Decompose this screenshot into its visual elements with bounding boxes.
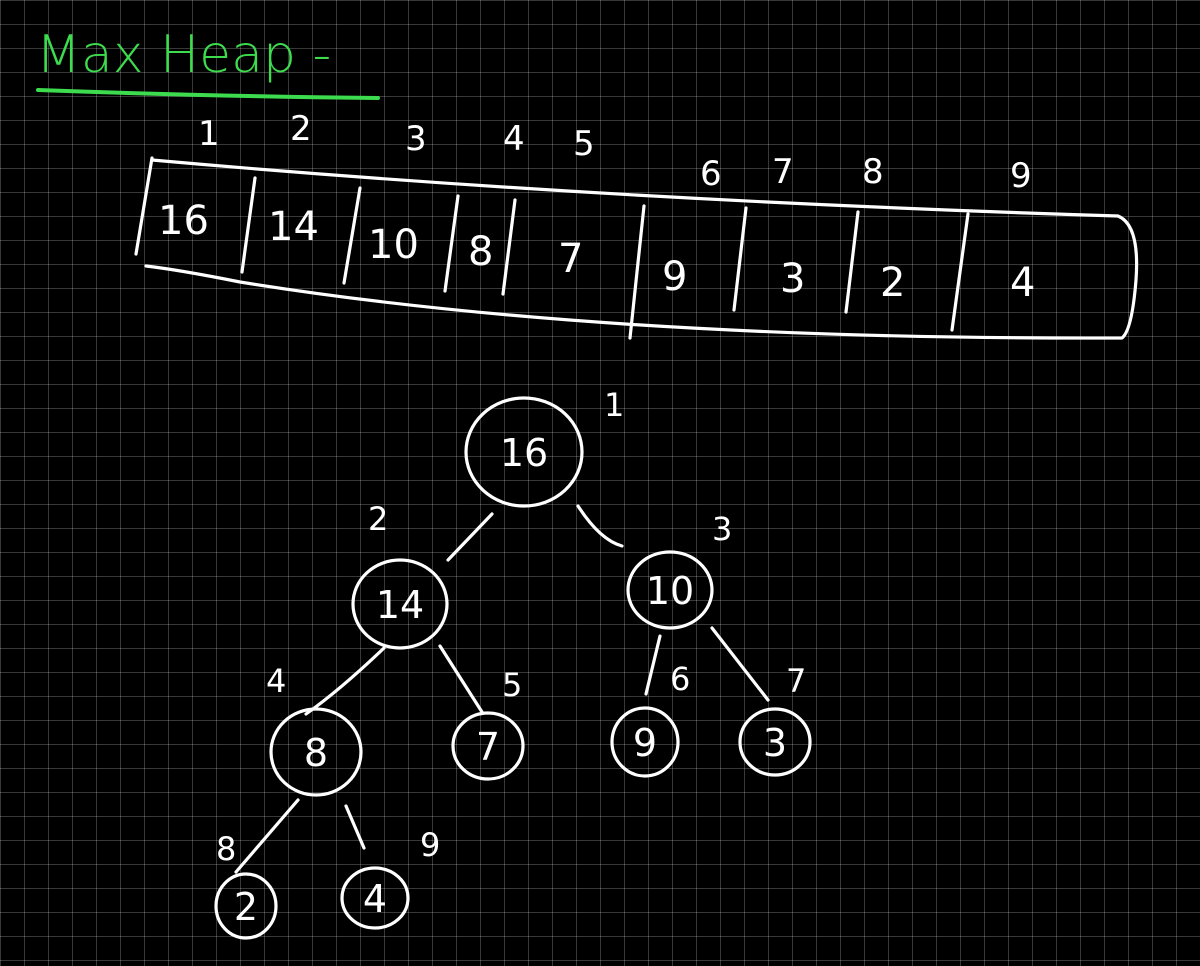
array-index-label: 5 [573, 124, 595, 164]
heap-node-value: 3 [763, 721, 787, 765]
heap-node-index: 8 [216, 830, 236, 868]
heap-node-index: 6 [670, 660, 690, 698]
array-left-edge [134, 156, 154, 256]
title-underline [36, 88, 380, 100]
heap-node-value: 4 [363, 877, 387, 921]
tree-edge [304, 646, 386, 716]
tree-edge [446, 512, 494, 562]
tree-edge [644, 634, 662, 696]
array-divider [732, 206, 748, 312]
array-index-label: 1 [198, 114, 220, 154]
tree-edge [710, 626, 770, 702]
array-divider [443, 194, 460, 293]
array-cell-value: 9 [662, 254, 687, 300]
heap-node-index: 7 [786, 662, 806, 700]
heap-node-index: 4 [266, 662, 286, 700]
title-text: Max Heap - [36, 25, 331, 85]
array-cell-value: 2 [880, 260, 905, 306]
tree-edge [438, 644, 484, 714]
heap-node-index: 1 [604, 386, 624, 424]
heap-node-value: 7 [476, 725, 500, 769]
array-cell-value: 4 [1010, 260, 1035, 306]
heap-node-circle [451, 711, 525, 781]
array-index-label: 3 [405, 119, 427, 159]
array-outline [144, 158, 1139, 340]
heap-node-circle [351, 558, 449, 650]
heap-node-value: 2 [234, 885, 258, 929]
heap-node-value: 10 [646, 569, 694, 613]
heap-node-value: 14 [376, 583, 424, 627]
array-cell-value: 16 [158, 198, 209, 244]
heap-node-index: 9 [420, 826, 440, 864]
heap-node-index: 5 [502, 666, 522, 704]
array-divider [628, 204, 646, 340]
array-index-label: 7 [772, 152, 794, 192]
array-cell-value: 8 [468, 229, 493, 275]
heap-node-value: 9 [633, 721, 657, 765]
array-cell-value: 10 [368, 222, 419, 268]
array-cell-value: 14 [268, 204, 319, 250]
heap-node-circle [464, 396, 584, 508]
heap-node-index: 2 [368, 500, 388, 538]
array-divider [240, 176, 257, 274]
array-cell-value: 7 [558, 236, 583, 282]
heap-node-circle [340, 866, 410, 930]
heap-node-value: 16 [500, 431, 548, 475]
heap-node-circle [269, 707, 363, 797]
tree-edge [234, 798, 300, 874]
heap-node-circle [610, 706, 680, 778]
heap-node-circle [214, 872, 278, 940]
array-index-label: 8 [862, 152, 884, 192]
array-cell-value: 3 [780, 256, 805, 302]
array-index-label: 6 [700, 154, 722, 194]
array-index-label: 9 [1010, 156, 1032, 196]
array-divider [342, 186, 362, 285]
tree-edge [344, 804, 366, 850]
heap-node-index: 3 [712, 510, 732, 548]
array-index-label: 2 [290, 109, 312, 149]
tree-edge [576, 504, 624, 548]
heap-node-value: 8 [304, 731, 328, 775]
array-divider [950, 212, 970, 332]
heap-node-circle [738, 707, 812, 777]
array-index-label: 4 [503, 119, 525, 159]
array-divider [844, 210, 860, 314]
heap-node-circle [626, 550, 714, 630]
array-divider [501, 198, 517, 296]
